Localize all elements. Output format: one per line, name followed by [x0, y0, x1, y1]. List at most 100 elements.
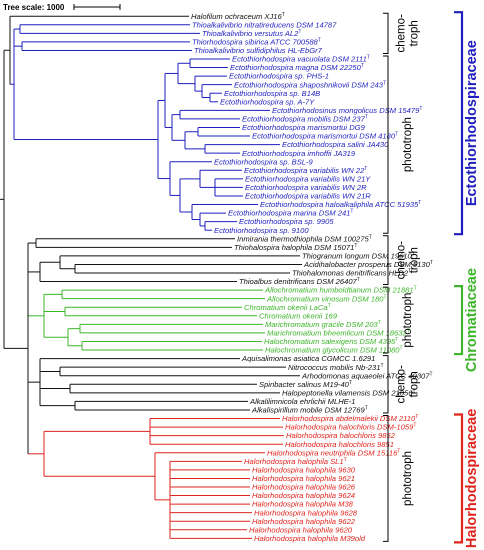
- leaf-name: Thioalkalivibrio sulfidiphilus HL-EbGr7: [194, 46, 323, 55]
- leaf-name: Ectothiorhodospira marismortui DG9: [242, 123, 366, 132]
- leaf-name: Halorhodospira abdelmalekii DSM 2110: [282, 414, 416, 423]
- leaf-name: Nitrococcus mobilis Nb-231: [288, 363, 380, 372]
- leaf-name: Ectothiorhodospira vacuolata DSM 2111: [232, 55, 367, 64]
- leaf-name: Ectothiorhodospira salini JA430: [282, 140, 389, 149]
- family-bracket: [454, 413, 464, 544]
- leaf-label: Ectothiorhodospira variabilis WN 21Y: [245, 174, 371, 183]
- leaf-label: Thiorhodospira sibirica ATCC 700588T: [192, 37, 321, 46]
- tree-scale: Tree scale: 1000: [3, 3, 121, 12]
- family-brackets: Ectothiorhodospiraceae Chromatiaceae Halor…: [454, 11, 480, 548]
- leaf-label: Aquisalimonas asiatica CGMCC 1.6291: [241, 354, 375, 363]
- leaf-label: Thiohalospira halophila DSM 15071T: [234, 243, 357, 252]
- type-strain-marker: T: [407, 329, 410, 335]
- leaf-label: Marichromatium gracile DSM 203T: [265, 320, 381, 329]
- leaf-label: Ectothiorhodospira shaposhnikovii DSM 24…: [234, 80, 386, 89]
- type-strain-marker: T: [413, 423, 416, 429]
- leaf-name: Halorhodospira halophila M38: [252, 500, 354, 509]
- family-label: Halorhodospiraceae: [464, 409, 480, 548]
- leaf-label: Halofilum ochraceum XJ16T: [191, 12, 285, 21]
- type-strain-marker: T: [418, 200, 421, 206]
- leaf-label: Halorhodospira halophila 9624: [252, 491, 355, 500]
- group-bracket: [383, 235, 389, 286]
- type-strain-marker: T: [349, 380, 352, 386]
- leaf-label: Halorhodospira halochloris DSM-1059T: [285, 423, 416, 432]
- trophic-type-line: phototroph: [402, 451, 414, 506]
- leaf-name: Halorhodospira halophila 9624: [252, 491, 355, 500]
- type-strain-marker: T: [298, 29, 301, 35]
- type-strain-marker: T: [354, 243, 357, 249]
- group-bracket: [383, 355, 389, 414]
- trophic-type-label: phototroph: [402, 117, 414, 172]
- leaf-label: Ectothiorhodospira marismortui DSM 4180T: [252, 132, 398, 141]
- leaf-label: Thiohalomonas denitrificans HLD2T: [292, 269, 411, 278]
- group-bracket: [383, 55, 389, 234]
- tree-branches: [0, 15, 302, 539]
- trophic-type-label: phototroph: [402, 451, 414, 506]
- leaf-name: Arhodomonas aquaeolei ATCC 49307: [301, 371, 430, 380]
- leaf-name: Halorhodospira halophila M39old: [254, 534, 366, 543]
- leaf-label: Alkalispirillum mobile DSM 12769T: [251, 406, 368, 415]
- type-strain-marker: T: [344, 457, 347, 463]
- leaf-label: Spiribacter salinus M19-40T: [259, 380, 352, 389]
- leaf-label: Ectothiorhodospira sp. BSL-9: [214, 157, 314, 166]
- leaf-name: Halorhodospira halophila 9621: [252, 474, 355, 483]
- leaf-label: Halorhodospira halophila SL1T: [244, 457, 347, 466]
- leaf-name: Halorhodospira neutriphila DSM 15116: [267, 448, 398, 457]
- trophic-type-line: troph: [409, 20, 421, 46]
- leaf-label: Acidihalobacter prosperus DSM 5130T: [303, 260, 433, 269]
- type-strain-marker: T: [408, 269, 411, 275]
- leaf-name: Alkalilimnicola ehrlichii MLHE-1: [249, 397, 356, 406]
- tree-scale-label: Tree scale: 1000: [3, 3, 65, 12]
- leaf-name: Aquisalimonas asiatica CGMCC 1.6291: [241, 354, 375, 363]
- leaf-label: Ectothiorhodospira vacuolata DSM 2111T: [232, 55, 370, 64]
- trophic-type-line: troph: [409, 247, 421, 273]
- leaf-label: Ectothiorhodospira imhoffii JA319: [242, 149, 356, 158]
- type-strain-marker: T: [383, 294, 386, 300]
- leaf-label: Halorhodospira halophila 9622: [252, 517, 356, 526]
- leaf-label: Ectothiorhodospira salini JA430: [282, 140, 389, 149]
- type-strain-marker: T: [395, 337, 398, 343]
- leaf-name: Halofilum ochraceum XJ16: [191, 12, 283, 21]
- leaf-label: Halorhodospira halophila 9620: [249, 525, 353, 534]
- leaf-label: Halorhodospira neutriphila DSM 15116T: [267, 448, 400, 457]
- leaf-name: Halorhodospira halochloris 9851: [285, 440, 394, 449]
- leaf-name: Inmirania thermothiophila DSM 100275: [237, 234, 369, 243]
- leaf-label: Ectothiorhodospira sp. PHS-1: [229, 72, 329, 81]
- type-strain-marker: T: [383, 80, 386, 86]
- type-strain-marker: T: [419, 106, 422, 112]
- leaf-name: Halorhodospira halochloris DSM-1059: [285, 423, 414, 432]
- leaf-name: Ectothiorhodospira sp. BSL-9: [214, 157, 314, 166]
- leaf-label: Ectothiorhodospira marismortui DG9: [242, 123, 366, 132]
- leaf-label: Ectothiorhodospira sp. 9905: [239, 217, 334, 226]
- leaf-name: Halorhodospira halochloris 9852: [286, 431, 396, 440]
- leaf-name: Ectothiorhodospira sp. 9905: [239, 217, 334, 226]
- leaf-label: Thiogranum longum DSM 19610T: [302, 251, 415, 260]
- type-strain-marker: T: [328, 303, 331, 309]
- trophic-type-label: chemo-troph: [396, 241, 421, 280]
- family-label: Chromatiaceae: [464, 268, 480, 372]
- leaf-name: Ectothiorhodospira marina DSM 241: [228, 209, 350, 218]
- leaf-label: Chromatium okenii LaCaT: [244, 303, 331, 312]
- type-strain-marker: T: [395, 132, 398, 138]
- group-bracket: [383, 12, 389, 54]
- leaf-label: Halochromatium salexigens DSM 4395T: [264, 337, 398, 346]
- type-strain-marker: T: [357, 277, 360, 283]
- leaf-name: Ectothiorhodospira variabilis WN 2R: [245, 183, 367, 192]
- leaf-name: Alkalispirillum mobile DSM 12769: [251, 406, 365, 415]
- leaf-label: Chromatium okenii 169: [259, 311, 338, 320]
- leaf-name: Thiohalospira halophila DSM 15071: [234, 243, 354, 252]
- type-strain-marker: T: [365, 406, 368, 412]
- leaf-label: Thioalkalivibrio versutus AL2T: [202, 29, 301, 38]
- leaf-label: Halorhodospira halophila 9628: [254, 508, 358, 517]
- leaf-name: Halorhodospira halophila SL1: [244, 457, 344, 466]
- leaf-name: Halorhodospira halophila 9630: [252, 465, 356, 474]
- leaf-name: Halorhodospira halophila 9622: [252, 517, 356, 526]
- leaf-label: Ectothiorhodospira variabilis WN 2R: [245, 183, 367, 192]
- type-strain-marker: T: [365, 115, 368, 121]
- type-strain-marker: T: [369, 234, 372, 240]
- leaf-name: Ectothiorhodospira variabilis WN 21Y: [245, 174, 371, 183]
- leaf-name: Halochromatium glycolicum DSM 11080: [265, 346, 400, 355]
- leaf-name: Thiohalomonas denitrificans HLD2: [292, 269, 409, 278]
- leaf-label: Ectothiorhodospira sp. 9100: [214, 226, 309, 235]
